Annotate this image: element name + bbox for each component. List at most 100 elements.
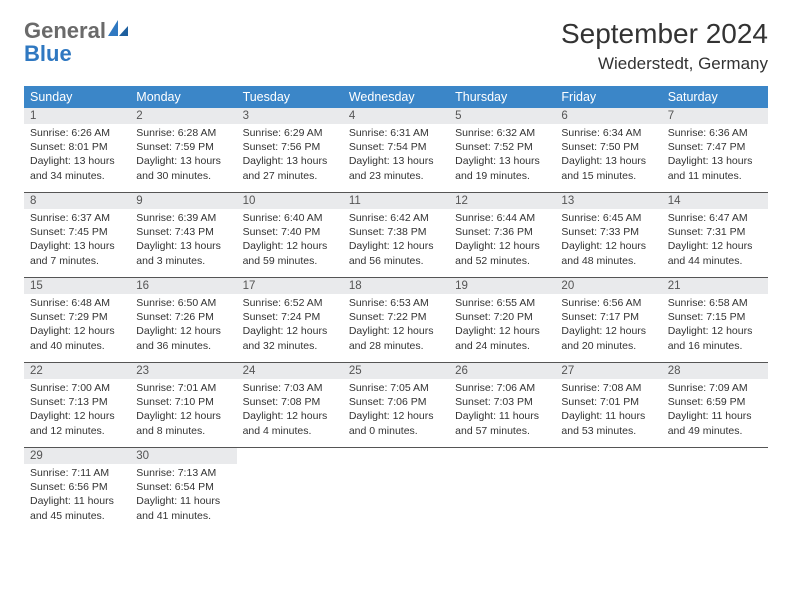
sunset-text: Sunset: 7:45 PM (30, 225, 124, 239)
dayl1-text: Daylight: 11 hours (455, 409, 549, 423)
sunrise-text: Sunrise: 6:26 AM (30, 126, 124, 140)
sunset-text: Sunset: 7:13 PM (30, 395, 124, 409)
week-row: 1Sunrise: 6:26 AMSunset: 8:01 PMDaylight… (24, 108, 768, 193)
day-body: Sunrise: 6:55 AMSunset: 7:20 PMDaylight:… (449, 294, 555, 359)
dayl1-text: Daylight: 12 hours (668, 239, 762, 253)
day-number: 1 (24, 108, 130, 124)
day-cell: 22Sunrise: 7:00 AMSunset: 7:13 PMDayligh… (24, 363, 130, 447)
sunrise-text: Sunrise: 6:34 AM (561, 126, 655, 140)
empty-cell (662, 448, 768, 532)
sunset-text: Sunset: 6:59 PM (668, 395, 762, 409)
day-number: 14 (662, 193, 768, 209)
sunset-text: Sunset: 6:56 PM (30, 480, 124, 494)
week-row: 15Sunrise: 6:48 AMSunset: 7:29 PMDayligh… (24, 278, 768, 363)
day-cell: 11Sunrise: 6:42 AMSunset: 7:38 PMDayligh… (343, 193, 449, 277)
day-number: 8 (24, 193, 130, 209)
logo-general: General (24, 18, 106, 43)
day-number: 18 (343, 278, 449, 294)
day-body: Sunrise: 6:34 AMSunset: 7:50 PMDaylight:… (555, 124, 661, 189)
day-cell: 6Sunrise: 6:34 AMSunset: 7:50 PMDaylight… (555, 108, 661, 192)
sunset-text: Sunset: 7:47 PM (668, 140, 762, 154)
sunset-text: Sunset: 7:38 PM (349, 225, 443, 239)
sunrise-text: Sunrise: 6:42 AM (349, 211, 443, 225)
dayl2-text: and 44 minutes. (668, 254, 762, 268)
weeks-container: 1Sunrise: 6:26 AMSunset: 8:01 PMDaylight… (24, 108, 768, 532)
dayl2-text: and 36 minutes. (136, 339, 230, 353)
sunrise-text: Sunrise: 6:58 AM (668, 296, 762, 310)
sunset-text: Sunset: 7:22 PM (349, 310, 443, 324)
sunset-text: Sunset: 7:59 PM (136, 140, 230, 154)
day-cell: 26Sunrise: 7:06 AMSunset: 7:03 PMDayligh… (449, 363, 555, 447)
day-cell: 12Sunrise: 6:44 AMSunset: 7:36 PMDayligh… (449, 193, 555, 277)
dayl2-text: and 8 minutes. (136, 424, 230, 438)
day-body: Sunrise: 6:36 AMSunset: 7:47 PMDaylight:… (662, 124, 768, 189)
dayl2-text: and 49 minutes. (668, 424, 762, 438)
sunrise-text: Sunrise: 7:13 AM (136, 466, 230, 480)
day-of-week-header: SundayMondayTuesdayWednesdayThursdayFrid… (24, 86, 768, 108)
sunset-text: Sunset: 7:03 PM (455, 395, 549, 409)
day-body: Sunrise: 6:48 AMSunset: 7:29 PMDaylight:… (24, 294, 130, 359)
day-cell: 3Sunrise: 6:29 AMSunset: 7:56 PMDaylight… (237, 108, 343, 192)
sunset-text: Sunset: 7:40 PM (243, 225, 337, 239)
day-number: 5 (449, 108, 555, 124)
day-number: 6 (555, 108, 661, 124)
dayl2-text: and 19 minutes. (455, 169, 549, 183)
sunset-text: Sunset: 7:31 PM (668, 225, 762, 239)
day-cell: 29Sunrise: 7:11 AMSunset: 6:56 PMDayligh… (24, 448, 130, 532)
day-body: Sunrise: 6:44 AMSunset: 7:36 PMDaylight:… (449, 209, 555, 274)
empty-cell (449, 448, 555, 532)
logo-text: General Blue (24, 18, 130, 65)
sunrise-text: Sunrise: 6:28 AM (136, 126, 230, 140)
day-cell: 18Sunrise: 6:53 AMSunset: 7:22 PMDayligh… (343, 278, 449, 362)
day-number: 10 (237, 193, 343, 209)
day-number: 25 (343, 363, 449, 379)
day-body: Sunrise: 6:26 AMSunset: 8:01 PMDaylight:… (24, 124, 130, 189)
dayl2-text: and 48 minutes. (561, 254, 655, 268)
day-body: Sunrise: 7:08 AMSunset: 7:01 PMDaylight:… (555, 379, 661, 444)
dayl2-text: and 52 minutes. (455, 254, 549, 268)
dayl1-text: Daylight: 12 hours (243, 324, 337, 338)
day-body: Sunrise: 6:28 AMSunset: 7:59 PMDaylight:… (130, 124, 236, 189)
day-body: Sunrise: 6:45 AMSunset: 7:33 PMDaylight:… (555, 209, 661, 274)
dayl2-text: and 3 minutes. (136, 254, 230, 268)
dayl1-text: Daylight: 13 hours (30, 239, 124, 253)
dayl2-text: and 59 minutes. (243, 254, 337, 268)
day-body: Sunrise: 6:47 AMSunset: 7:31 PMDaylight:… (662, 209, 768, 274)
sunrise-text: Sunrise: 6:29 AM (243, 126, 337, 140)
day-body: Sunrise: 7:09 AMSunset: 6:59 PMDaylight:… (662, 379, 768, 444)
sunset-text: Sunset: 8:01 PM (30, 140, 124, 154)
dayl2-text: and 0 minutes. (349, 424, 443, 438)
sunrise-text: Sunrise: 6:45 AM (561, 211, 655, 225)
dayl1-text: Daylight: 13 hours (243, 154, 337, 168)
sunrise-text: Sunrise: 7:06 AM (455, 381, 549, 395)
day-body: Sunrise: 6:37 AMSunset: 7:45 PMDaylight:… (24, 209, 130, 274)
day-cell: 17Sunrise: 6:52 AMSunset: 7:24 PMDayligh… (237, 278, 343, 362)
dayl2-text: and 41 minutes. (136, 509, 230, 523)
day-number: 22 (24, 363, 130, 379)
sunrise-text: Sunrise: 7:11 AM (30, 466, 124, 480)
dayl2-text: and 15 minutes. (561, 169, 655, 183)
dow-cell: Tuesday (237, 86, 343, 108)
day-cell: 27Sunrise: 7:08 AMSunset: 7:01 PMDayligh… (555, 363, 661, 447)
dow-cell: Wednesday (343, 86, 449, 108)
day-body: Sunrise: 6:52 AMSunset: 7:24 PMDaylight:… (237, 294, 343, 359)
dow-cell: Monday (130, 86, 236, 108)
day-number: 2 (130, 108, 236, 124)
sunset-text: Sunset: 7:17 PM (561, 310, 655, 324)
sunset-text: Sunset: 7:43 PM (136, 225, 230, 239)
dayl1-text: Daylight: 12 hours (561, 324, 655, 338)
week-row: 22Sunrise: 7:00 AMSunset: 7:13 PMDayligh… (24, 363, 768, 448)
sunrise-text: Sunrise: 7:09 AM (668, 381, 762, 395)
dayl2-text: and 40 minutes. (30, 339, 124, 353)
day-number: 20 (555, 278, 661, 294)
dayl2-text: and 23 minutes. (349, 169, 443, 183)
dayl1-text: Daylight: 13 hours (349, 154, 443, 168)
dayl1-text: Daylight: 13 hours (455, 154, 549, 168)
day-number: 7 (662, 108, 768, 124)
sunrise-text: Sunrise: 6:44 AM (455, 211, 549, 225)
dayl2-text: and 28 minutes. (349, 339, 443, 353)
dayl1-text: Daylight: 11 hours (30, 494, 124, 508)
sunrise-text: Sunrise: 6:37 AM (30, 211, 124, 225)
location-text: Wiederstedt, Germany (561, 54, 768, 74)
day-cell: 20Sunrise: 6:56 AMSunset: 7:17 PMDayligh… (555, 278, 661, 362)
